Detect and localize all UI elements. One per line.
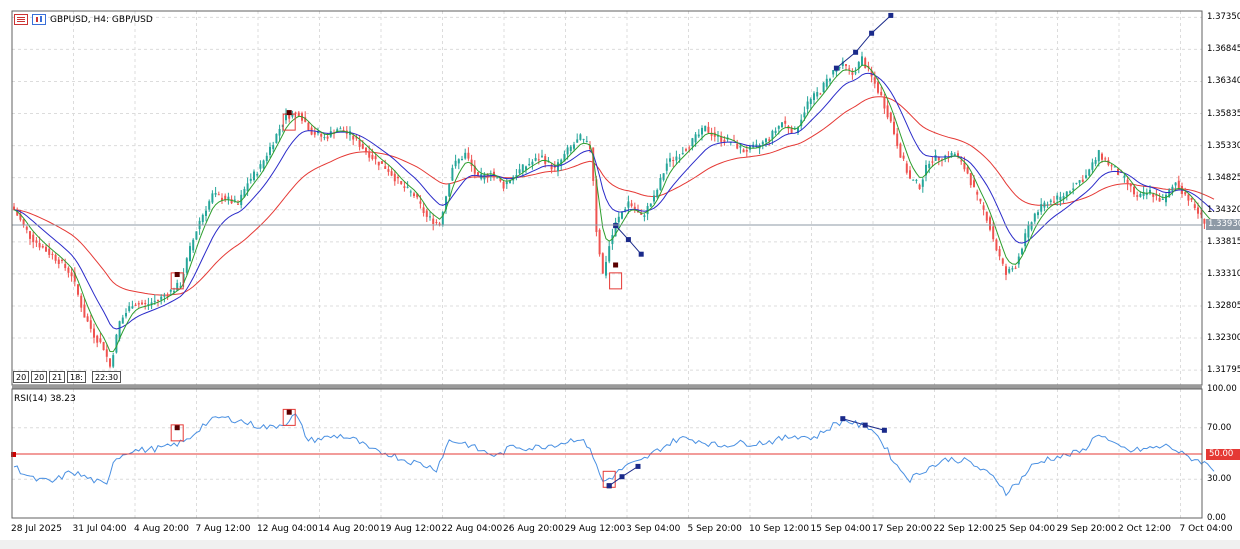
time-tick: 25 Sep 04:00 <box>995 524 1056 534</box>
rsi-level-label: 50.00 <box>1206 449 1240 460</box>
ma-slow-line <box>13 96 1215 296</box>
rsi-line <box>13 413 1215 497</box>
rsi-tick: 100.00 <box>1207 384 1237 394</box>
time-tick: 17 Sep 20:00 <box>872 524 933 534</box>
price-grid <box>11 11 1202 385</box>
rsi-tick: 70.00 <box>1207 422 1232 433</box>
signal-markers <box>170 12 894 489</box>
price-tick: 1.31795 <box>1207 365 1240 376</box>
time-tick: 7 Aug 12:00 <box>195 524 251 534</box>
price-tick: 1.37350 <box>1207 12 1240 23</box>
time-box[interactable]: 22:30 <box>92 371 122 383</box>
price-tick: 1.33310 <box>1207 268 1240 279</box>
price-tick: 1.32805 <box>1207 300 1240 311</box>
rsi-tick: 30.00 <box>1207 474 1232 485</box>
ma-mid-line <box>13 72 1215 330</box>
time-tick: 31 Jul 04:00 <box>72 524 127 534</box>
time-tick: 26 Aug 20:00 <box>503 524 564 534</box>
time-box[interactable]: 21 <box>49 371 66 383</box>
time-tick: 15 Sep 04:00 <box>810 524 871 534</box>
bar-chart-icon[interactable] <box>32 14 46 25</box>
price-tick: 1.33815 <box>1207 236 1240 247</box>
ma-fast-line <box>13 64 1215 353</box>
price-tick: 1.34320 <box>1207 204 1240 215</box>
time-tick: 22 Aug 04:00 <box>441 524 503 534</box>
time-tick: 3 Sep 04:00 <box>626 524 681 534</box>
price-tick: 1.32300 <box>1207 333 1240 343</box>
price-panel-frame <box>11 10 1203 386</box>
price-tick: 1.35330 <box>1207 140 1240 151</box>
time-tick: 29 Sep 20:00 <box>1056 524 1117 534</box>
time-box[interactable]: 20 <box>31 371 48 383</box>
time-box[interactable]: 18: <box>67 371 86 383</box>
time-tick: 28 Jul 2025 <box>11 524 62 534</box>
time-tick: 2 Oct 12:00 <box>1118 524 1171 534</box>
time-tick: 29 Aug 12:00 <box>564 524 626 534</box>
price-tick: 1.35835 <box>1207 108 1240 119</box>
time-tick: 10 Sep 12:00 <box>749 524 810 534</box>
price-tick: 1.34825 <box>1207 172 1240 183</box>
time-tick: 5 Sep 20:00 <box>687 524 742 534</box>
chart-title: GBPUSD, H4: GBP/USD <box>14 14 153 25</box>
status-strip <box>0 540 1240 549</box>
panel-separator[interactable] <box>12 385 1202 389</box>
price-tick: 1.36340 <box>1207 76 1240 87</box>
time-tick: 7 Oct 04:00 <box>1179 524 1233 534</box>
list-icon[interactable] <box>14 14 28 25</box>
time-tick: 19 Aug 12:00 <box>380 524 441 534</box>
price-tick: 1.36845 <box>1207 44 1240 55</box>
rsi-panel-frame <box>11 388 1203 519</box>
rsi-tick: 0.00 <box>1207 513 1226 523</box>
time-tick: 14 Aug 20:00 <box>318 524 380 534</box>
time-box[interactable]: 20 <box>13 371 30 383</box>
current-price-label: 1.33930 <box>1206 219 1240 230</box>
rsi-indicator-label: RSI(14) 38.23 <box>14 394 76 404</box>
time-tick: 4 Aug 20:00 <box>134 524 189 534</box>
rsi-level-marker <box>11 452 16 457</box>
time-tick: 22 Sep 12:00 <box>933 524 994 534</box>
symbol-label: GBPUSD, H4: GBP/USD <box>50 14 153 25</box>
time-tick: 12 Aug 04:00 <box>257 524 318 534</box>
